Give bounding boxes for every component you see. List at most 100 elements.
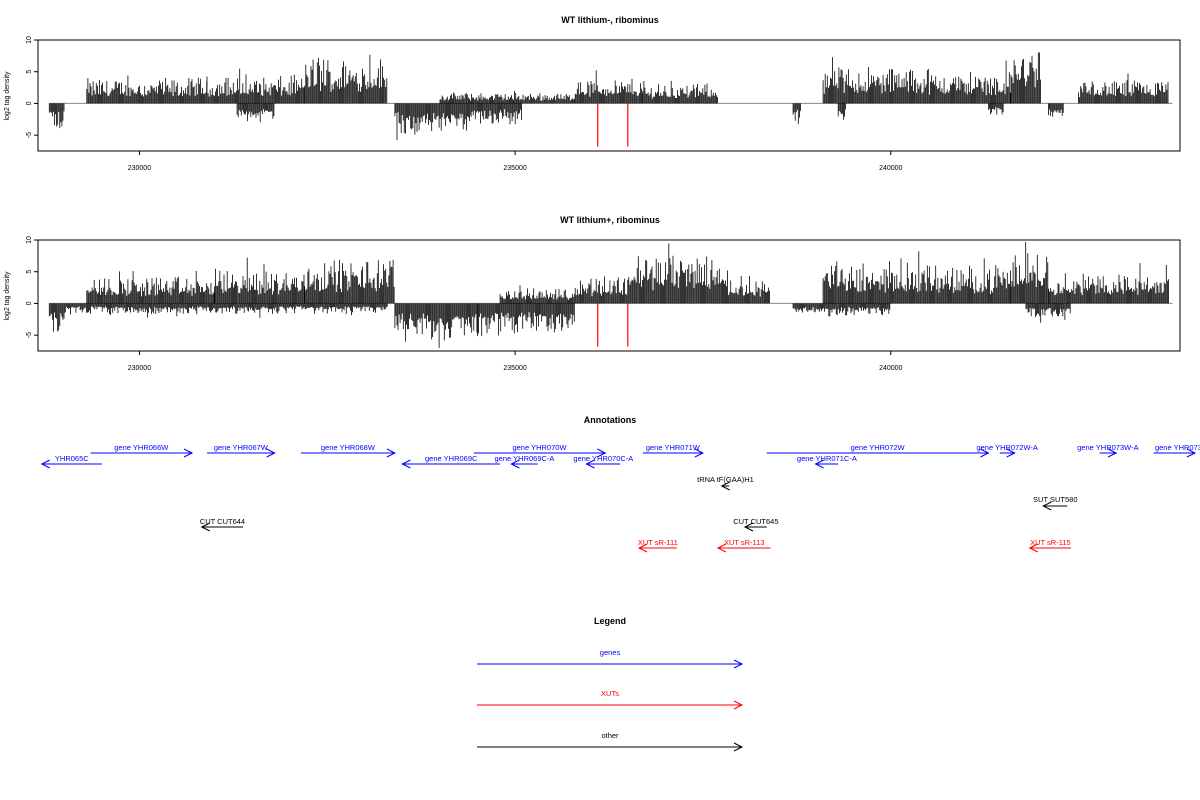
y-axis-label: log2 tag density [4, 71, 11, 121]
arrow-head [200, 522, 211, 532]
annotation-feature: gene YHR070C-A [573, 454, 633, 469]
feature-label: YHR065C [55, 454, 89, 463]
signal-bars [48, 52, 1173, 141]
signal-bars-path [48, 241, 1169, 348]
feature-label: gene YHR072W-A [976, 443, 1037, 452]
feature-label: gene YHR073W-A [1077, 443, 1138, 452]
arrow-head [510, 459, 520, 469]
legend-entry: genes [477, 648, 744, 669]
annotation-feature: SUT SUT580 [1033, 495, 1078, 511]
feature-label: XUT sR-111 [638, 538, 678, 547]
track-panel-lithium-plus: WT lithium+, ribominus log2 tag density … [4, 215, 1181, 372]
y-tick-label: 5 [26, 270, 33, 274]
arrow-head [183, 448, 194, 458]
feature-label: gene YHR071C-A [797, 454, 857, 463]
x-axis: 230000 235000 240000 [128, 151, 903, 172]
track-panel-lithium-minus: WT lithium-, ribominus log2 tag density … [4, 15, 1181, 172]
arrow-head [597, 448, 607, 458]
annotation-feature: gene YHR072W [766, 443, 990, 458]
feature-label: gene YHR071W [646, 443, 701, 452]
plot-frame [37, 39, 1181, 152]
arrow-head [814, 459, 824, 469]
annotations-panel: Annotations YHR065C gene YHR066W gene YHR0… [40, 415, 1200, 553]
feature-label: XUT sR-115 [1030, 538, 1071, 547]
feature-label: gene YHR068W [321, 443, 376, 452]
annotation-feature: gene YHR072W-A [976, 443, 1038, 458]
arrow-head [720, 481, 730, 491]
y-tick-label: -5 [26, 332, 33, 338]
arrow-head [266, 448, 276, 458]
annotation-feature: gene YHR069C-A [495, 454, 555, 469]
feature-label: XUT sR-113 [724, 538, 765, 547]
legend-arrow-head [733, 659, 744, 669]
feature-label: tRNA tF(GAA)H1 [697, 475, 754, 484]
y-axis: 10 5 0 -5 [26, 36, 38, 138]
feature-label: gene YHR066W [114, 443, 169, 452]
signal-bars-path [48, 52, 1169, 141]
legend-label: XUTs [601, 689, 619, 698]
annotation-feature: gene YHR068W [300, 443, 396, 458]
arrow-head [401, 459, 411, 469]
x-tick-label: 235000 [503, 165, 526, 172]
red-markers [597, 103, 629, 147]
feature-label: gene YHR073W [1155, 443, 1200, 452]
x-tick-label: 230000 [128, 165, 151, 172]
legend-arrow-head [733, 742, 744, 752]
y-tick-label: -5 [26, 132, 33, 138]
feature-label: gene YHR067W [214, 443, 269, 452]
annotation-feature: gene YHR069C [401, 454, 501, 469]
annotation-feature: XUT sR-115 [1028, 538, 1072, 553]
feature-label: CUT CUT645 [733, 517, 778, 526]
y-axis-label: log2 tag density [4, 271, 11, 321]
arrow-head [386, 448, 396, 458]
annotations-title: Annotations [584, 415, 637, 425]
annotation-feature: XUT sR-111 [638, 538, 678, 553]
annotation-feature: gene YHR067W [207, 443, 276, 458]
annotation-feature: CUT CUT644 [200, 517, 245, 532]
arrow-head [716, 543, 727, 553]
feature-label: gene YHR070C-A [573, 454, 633, 463]
legend-label: genes [600, 648, 621, 657]
arrow-head [1006, 448, 1016, 458]
annotation-features: YHR065C gene YHR066W gene YHR067W gene YHR0… [40, 443, 1200, 553]
plot-frame [37, 239, 1181, 352]
annotation-feature: gene YHR073W-A [1077, 443, 1139, 458]
arrow-head [40, 459, 50, 469]
annotation-feature: gene YHR073W [1153, 443, 1200, 458]
arrow-head [1107, 448, 1118, 458]
red-markers [597, 303, 629, 347]
panel-title: WT lithium-, ribominus [561, 15, 659, 25]
legend-entry: other [477, 731, 744, 752]
y-tick-label: 10 [26, 36, 33, 44]
x-tick-label: 230000 [128, 365, 151, 372]
arrow-head [743, 522, 754, 532]
legend-entry: XUTs [477, 689, 744, 710]
legend-label: other [601, 731, 619, 740]
x-tick-label: 240000 [879, 165, 902, 172]
x-tick-label: 235000 [503, 365, 526, 372]
annotation-feature: gene YHR066W [90, 443, 194, 458]
y-tick-label: 10 [26, 236, 33, 244]
signal-bars [48, 241, 1173, 348]
arrow-head [980, 448, 990, 458]
feature-label: CUT CUT644 [200, 517, 245, 526]
y-axis: 10 5 0 -5 [26, 236, 38, 338]
feature-label: gene YHR069C [425, 454, 478, 463]
legend-arrow-head [733, 700, 744, 710]
arrow-head [694, 448, 705, 458]
x-tick-label: 240000 [879, 365, 902, 372]
panel-title: WT lithium+, ribominus [560, 215, 660, 225]
annotation-feature: gene YHR070W [473, 443, 607, 458]
feature-label: SUT SUT580 [1033, 495, 1077, 504]
legend-entries: genes XUTs other [477, 648, 744, 752]
feature-label: gene YHR072W [851, 443, 906, 452]
y-tick-label: 0 [26, 101, 33, 105]
annotation-feature: XUT sR-113 [716, 538, 771, 553]
annotation-feature: gene YHR071W [642, 443, 705, 458]
arrow-head [585, 459, 595, 469]
feature-label: gene YHR069C-A [495, 454, 555, 463]
y-tick-label: 5 [26, 70, 33, 74]
annotation-feature: tRNA tF(GAA)H1 [697, 475, 754, 491]
annotation-feature: YHR065C [40, 454, 102, 469]
